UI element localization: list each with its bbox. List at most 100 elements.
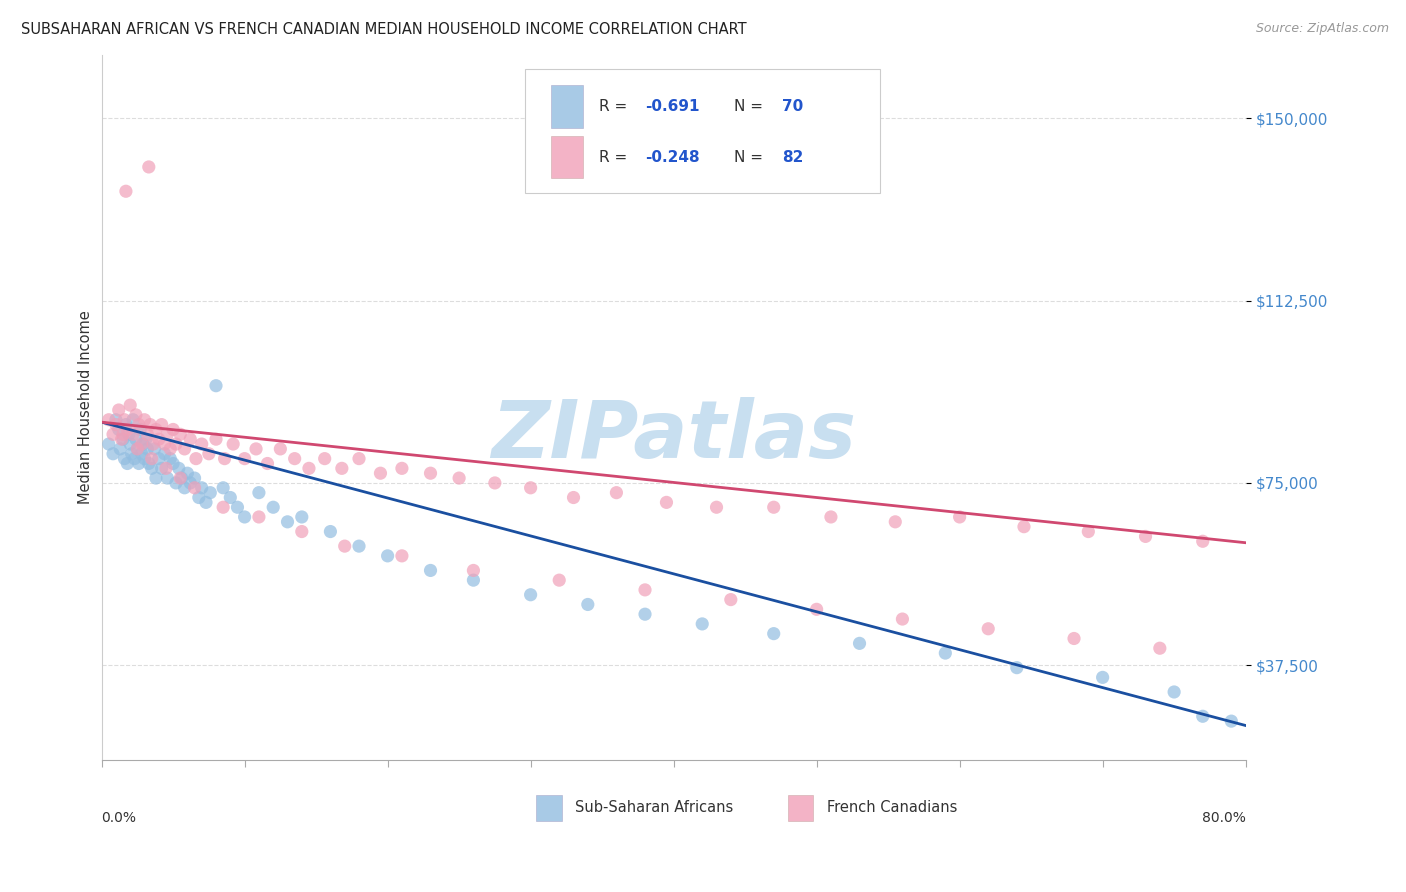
Point: [124, 451, 146, 466]
Point: [212, 500, 235, 515]
Point: [276, 515, 298, 529]
Point: [114, 413, 136, 427]
Point: [284, 451, 307, 466]
Point: [347, 539, 370, 553]
Point: [114, 451, 136, 466]
Point: [115, 417, 138, 432]
Point: [173, 481, 195, 495]
Point: [107, 403, 129, 417]
Point: [134, 413, 156, 427]
Point: [111, 432, 134, 446]
Point: [153, 437, 176, 451]
Point: [269, 442, 291, 456]
Point: [162, 457, 184, 471]
FancyBboxPatch shape: [524, 70, 880, 193]
Point: [112, 432, 135, 446]
Point: [159, 442, 181, 456]
Point: [165, 475, 187, 490]
Point: [120, 437, 142, 451]
Point: [190, 481, 212, 495]
Bar: [551, 136, 583, 178]
Point: [1005, 661, 1028, 675]
Point: [233, 510, 256, 524]
Point: [1220, 714, 1243, 728]
Point: [1191, 709, 1213, 723]
Point: [762, 626, 785, 640]
Point: [125, 408, 148, 422]
Point: [135, 432, 157, 446]
Point: [104, 417, 127, 432]
Point: [219, 491, 242, 505]
Point: [1149, 641, 1171, 656]
Point: [576, 598, 599, 612]
Text: 70: 70: [782, 99, 804, 114]
Point: [195, 495, 218, 509]
Point: [138, 457, 160, 471]
Point: [690, 616, 713, 631]
Point: [97, 437, 120, 451]
Point: [548, 573, 571, 587]
Point: [463, 564, 485, 578]
Point: [169, 471, 191, 485]
Text: -0.691: -0.691: [645, 99, 700, 114]
Point: [153, 447, 176, 461]
Point: [145, 471, 167, 485]
Text: SUBSAHARAN AFRICAN VS FRENCH CANADIAN MEDIAN HOUSEHOLD INCOME CORRELATION CHART: SUBSAHARAN AFRICAN VS FRENCH CANADIAN ME…: [21, 22, 747, 37]
Point: [891, 612, 914, 626]
Point: [139, 417, 162, 432]
Point: [245, 442, 267, 456]
Point: [190, 437, 212, 451]
Point: [187, 491, 209, 505]
Point: [949, 510, 972, 524]
Point: [184, 451, 207, 466]
Point: [977, 622, 1000, 636]
Bar: [536, 795, 561, 822]
Point: [150, 417, 173, 432]
Point: [115, 184, 138, 198]
Point: [298, 461, 321, 475]
Point: [165, 437, 187, 451]
Point: [128, 457, 150, 471]
Text: N =: N =: [734, 150, 768, 165]
Text: -0.248: -0.248: [645, 150, 700, 165]
Point: [122, 413, 145, 427]
Point: [142, 437, 165, 451]
Point: [125, 432, 148, 446]
Point: [138, 160, 160, 174]
Point: [256, 457, 278, 471]
Point: [107, 422, 129, 436]
Point: [419, 564, 441, 578]
Point: [128, 417, 150, 432]
Point: [150, 461, 173, 475]
Point: [132, 437, 155, 451]
Point: [108, 442, 131, 456]
Y-axis label: Median Household Income: Median Household Income: [79, 310, 93, 505]
Point: [131, 447, 153, 461]
Point: [333, 539, 356, 553]
Point: [136, 442, 159, 456]
Point: [1091, 670, 1114, 684]
Point: [145, 422, 167, 436]
Point: [377, 549, 399, 563]
Point: [1077, 524, 1099, 539]
Point: [167, 461, 190, 475]
Point: [136, 427, 159, 442]
Point: [97, 413, 120, 427]
Point: [291, 510, 314, 524]
Point: [247, 510, 270, 524]
Point: [562, 491, 585, 505]
Point: [605, 485, 627, 500]
Point: [370, 467, 392, 481]
Point: [449, 471, 471, 485]
Point: [848, 636, 870, 650]
Point: [1191, 534, 1213, 549]
Point: [129, 422, 152, 436]
Point: [131, 437, 153, 451]
Point: [143, 442, 166, 456]
Point: [183, 481, 205, 495]
Point: [519, 588, 541, 602]
Point: [1063, 632, 1085, 646]
Text: N =: N =: [734, 99, 768, 114]
Point: [214, 451, 236, 466]
Text: Source: ZipAtlas.com: Source: ZipAtlas.com: [1256, 22, 1389, 36]
